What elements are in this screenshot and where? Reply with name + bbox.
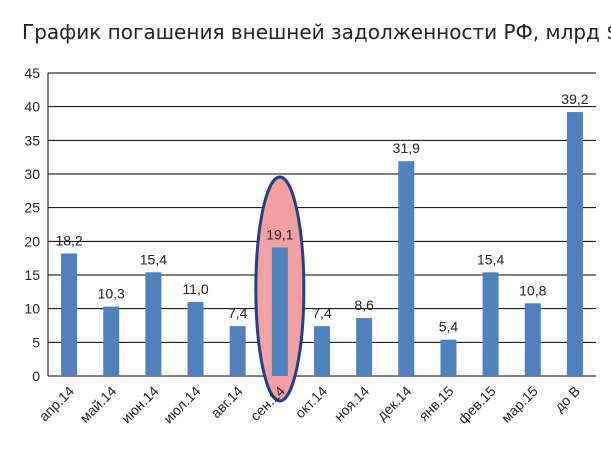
x-tick-label: июл.14	[160, 383, 204, 427]
x-tick-label: фев.15	[455, 383, 499, 427]
bar-янв.15	[440, 339, 457, 376]
y-tick-label: 10	[24, 301, 40, 317]
chart-title: График погашения внешней задолженности Р…	[22, 20, 611, 44]
bar-сен.14	[271, 247, 288, 376]
x-tick-label: дек.14	[374, 383, 415, 424]
y-tick-label: 5	[32, 334, 40, 350]
bar-июн.14	[145, 272, 162, 376]
data-label: 15,4	[140, 251, 167, 267]
data-label: 7,4	[312, 305, 332, 321]
data-label: 39,2	[561, 91, 588, 107]
y-tick-label: 0	[32, 368, 40, 384]
bar-ноя.14	[356, 318, 373, 376]
bar-авг.14	[229, 326, 246, 376]
x-tick-label: апр.14	[36, 383, 78, 425]
bars	[61, 112, 583, 376]
bar-окт.14	[314, 326, 330, 376]
x-tick-label: янв.15	[415, 383, 456, 424]
x-tick-label: авг.14	[208, 383, 246, 421]
bar-апр.14	[61, 253, 78, 376]
data-label: 5,4	[439, 319, 459, 335]
data-label: 31,9	[393, 140, 420, 156]
y-tick-label: 20	[24, 233, 40, 249]
data-label: 10,8	[519, 282, 546, 298]
y-tick-label: 45	[24, 65, 40, 81]
y-tick-label: 30	[24, 166, 40, 182]
data-label: 11,0	[182, 281, 208, 297]
bar-май.14	[103, 306, 120, 376]
bar-фев.15	[482, 272, 499, 376]
y-tick-label: 25	[24, 200, 40, 216]
data-label: 19,1	[266, 226, 293, 242]
y-tick-label: 15	[24, 267, 40, 283]
x-tick-label: до В	[551, 383, 583, 415]
y-tick-label: 35	[24, 132, 40, 148]
y-tick-label: 40	[24, 99, 40, 115]
data-label: 10,3	[98, 286, 125, 302]
x-tick-label: окт.14	[292, 383, 331, 422]
bar-дек.14	[398, 161, 415, 376]
x-tick-label: май.14	[76, 383, 119, 426]
bar-до В	[566, 112, 583, 376]
data-label: 18,2	[55, 232, 82, 248]
x-tick-label: ноя.14	[331, 383, 373, 425]
x-tick-label: июн.14	[118, 383, 162, 427]
bar-июл.14	[187, 301, 204, 376]
x-tick-label: мар.15	[498, 383, 541, 426]
data-label: 15,4	[477, 251, 504, 267]
data-label: 8,6	[354, 297, 374, 313]
bar-мар.15	[524, 303, 541, 376]
value-labels: 18,2 10,3 15,4 11,0 7,4 19,1 7,4 8,6 31,9 5,4 15,4…	[55, 91, 588, 335]
y-axis-ticks: 0 5 10 15 20 25 30 35 40 45	[24, 65, 40, 384]
data-label: 7,4	[228, 305, 248, 321]
